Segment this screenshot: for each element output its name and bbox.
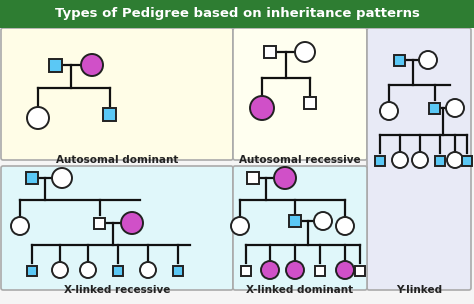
Circle shape: [52, 262, 68, 278]
Bar: [435, 156, 445, 166]
Bar: [375, 156, 385, 166]
Circle shape: [419, 51, 437, 69]
FancyBboxPatch shape: [1, 166, 233, 290]
Bar: [173, 266, 183, 276]
Circle shape: [274, 167, 296, 189]
Circle shape: [11, 217, 29, 235]
Circle shape: [250, 96, 274, 120]
Bar: [462, 156, 472, 166]
Bar: [113, 266, 123, 276]
Circle shape: [336, 217, 354, 235]
Circle shape: [392, 152, 408, 168]
Circle shape: [140, 262, 156, 278]
Text: X-linked dominant: X-linked dominant: [246, 285, 354, 295]
Bar: [429, 102, 440, 113]
Circle shape: [447, 152, 463, 168]
Text: X-linked recessive: X-linked recessive: [64, 285, 170, 295]
Bar: [247, 172, 259, 184]
Circle shape: [261, 261, 279, 279]
FancyBboxPatch shape: [233, 166, 367, 290]
Circle shape: [446, 99, 464, 117]
Bar: [103, 108, 117, 120]
FancyBboxPatch shape: [1, 28, 233, 160]
Bar: [289, 215, 301, 227]
Text: Autosomal recessive: Autosomal recessive: [239, 155, 361, 165]
Circle shape: [80, 262, 96, 278]
Circle shape: [81, 54, 103, 76]
Circle shape: [121, 212, 143, 234]
Circle shape: [412, 152, 428, 168]
Text: Autosomal dominant: Autosomal dominant: [56, 155, 178, 165]
Circle shape: [52, 168, 72, 188]
Circle shape: [295, 42, 315, 62]
Bar: [0, 0, 474, 28]
Bar: [241, 266, 251, 276]
Bar: [27, 266, 37, 276]
Bar: [315, 266, 325, 276]
Bar: [94, 217, 106, 229]
Circle shape: [380, 102, 398, 120]
Circle shape: [27, 107, 49, 129]
Circle shape: [231, 217, 249, 235]
Text: Types of Pedigree based on inheritance patterns: Types of Pedigree based on inheritance p…: [55, 8, 419, 20]
Bar: [304, 97, 316, 109]
Circle shape: [314, 212, 332, 230]
Bar: [264, 46, 276, 58]
Text: Y-linked: Y-linked: [396, 285, 442, 295]
FancyBboxPatch shape: [367, 28, 471, 290]
Bar: [26, 172, 38, 184]
Circle shape: [286, 261, 304, 279]
Bar: [394, 54, 405, 65]
FancyBboxPatch shape: [233, 28, 367, 160]
Circle shape: [336, 261, 354, 279]
Bar: [48, 58, 62, 71]
Bar: [355, 266, 365, 276]
